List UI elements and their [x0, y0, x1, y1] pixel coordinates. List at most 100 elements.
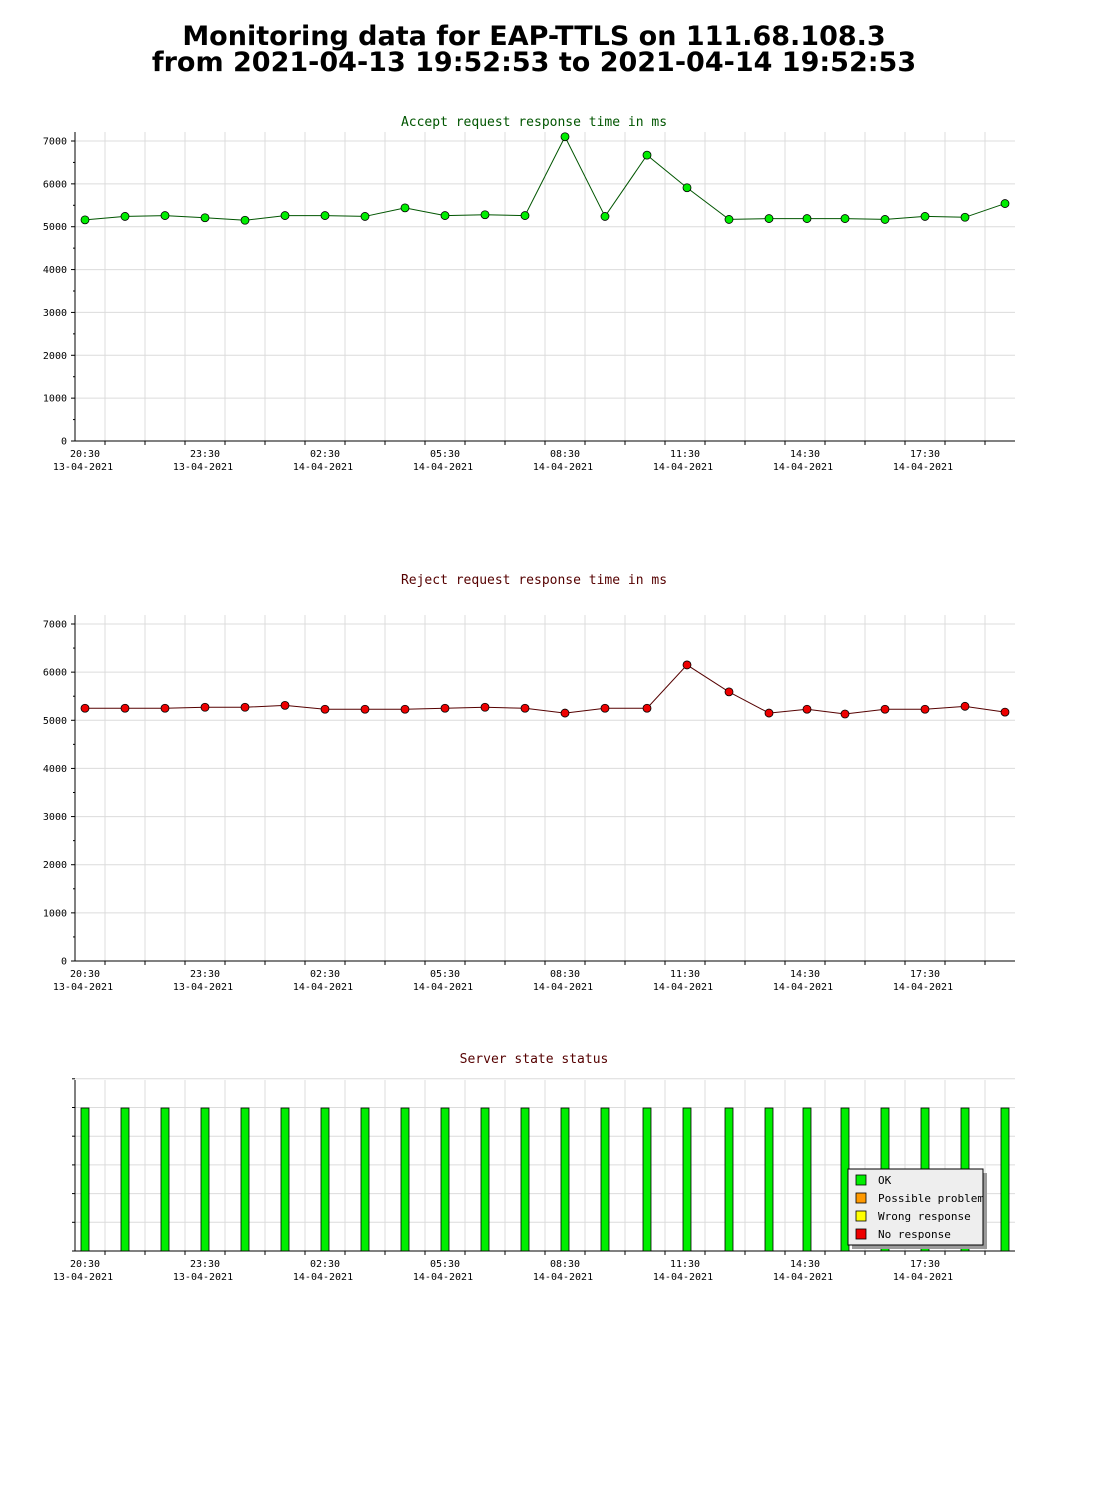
- y-tick-label: 3000: [43, 308, 67, 319]
- status-bar: [682, 1107, 692, 1252]
- x-tick-label-date: 14-04-2021: [533, 982, 593, 993]
- data-point: [960, 212, 970, 222]
- legend-box: [847, 1168, 984, 1246]
- x-tick-label-date: 14-04-2021: [413, 982, 473, 993]
- status-bar: [440, 1107, 450, 1252]
- y-tick-label: 7000: [43, 137, 67, 148]
- x-tick-label-time: 11:30: [670, 449, 700, 460]
- page-title-line2: from 2021-04-13 19:52:53 to 2021-04-14 1…: [151, 47, 917, 78]
- legend: OK Possible problem Wrong response No respo…: [847, 1168, 987, 1249]
- y-tick-label: 1000: [43, 394, 67, 405]
- x-tick-label-date: 14-04-2021: [533, 1272, 593, 1283]
- x-tick-label-date: 14-04-2021: [653, 462, 713, 473]
- data-point: [200, 702, 210, 712]
- data-point: [160, 211, 170, 220]
- legend-swatch: [855, 1192, 867, 1204]
- x-tick-label-date: 14-04-2021: [413, 462, 473, 473]
- x-tick-label-time: 17:30: [910, 969, 940, 980]
- data-point: [560, 708, 570, 718]
- x-tick-label-date: 13-04-2021: [173, 462, 233, 473]
- data-point: [280, 700, 290, 710]
- data-point: [80, 215, 90, 225]
- status-bar: [520, 1107, 530, 1252]
- data-point: [642, 150, 652, 160]
- page-title: Monitoring data for EAP-TTLS on 111.68.1…: [0, 21, 1068, 78]
- data-point: [360, 212, 370, 221]
- x-tick-label-time: 17:30: [910, 449, 940, 460]
- data-point: [80, 703, 90, 713]
- chart-title: Server state status: [460, 1052, 609, 1067]
- status-bar: [642, 1107, 652, 1252]
- legend-label: Possible problem: [878, 1192, 984, 1205]
- data-point: [880, 215, 890, 224]
- legend-label: No response: [878, 1228, 951, 1241]
- data-point: [240, 215, 250, 225]
- data-point: [320, 211, 330, 220]
- chart-3: Server state status 20:30 13-04-2021 23:30 1…: [53, 1052, 1015, 1283]
- x-tick-label-date: 14-04-2021: [893, 1272, 953, 1283]
- y-tick-label: 4000: [43, 265, 67, 276]
- y-tick-label: 4000: [43, 764, 67, 775]
- x-tick-label-time: 14:30: [790, 1259, 820, 1270]
- legend-label: Wrong response: [878, 1210, 971, 1223]
- series-line: [85, 664, 1006, 715]
- x-tick-label-date: 13-04-2021: [53, 1272, 113, 1283]
- chart-2: Reject request response time in ms 0 1000 2…: [43, 573, 1015, 993]
- x-tick-label-date: 14-04-2021: [893, 982, 953, 993]
- x-tick-label-date: 14-04-2021: [653, 1272, 713, 1283]
- x-tick-label-time: 23:30: [190, 969, 220, 980]
- x-tick-label-date: 14-04-2021: [773, 1272, 833, 1283]
- x-tick-label-time: 14:30: [790, 449, 820, 460]
- data-point: [802, 214, 812, 223]
- data-point: [682, 660, 692, 670]
- data-point: [560, 132, 570, 142]
- status-bar: [1000, 1107, 1010, 1252]
- x-tick-label-time: 11:30: [670, 1259, 700, 1270]
- x-tick-label-date: 13-04-2021: [173, 1272, 233, 1283]
- data-point: [1000, 707, 1010, 717]
- x-tick-label-time: 08:30: [550, 1259, 580, 1270]
- y-tick-label: 6000: [43, 668, 67, 679]
- y-tick-label: 1000: [43, 908, 67, 919]
- status-bar: [480, 1107, 490, 1252]
- y-tick-label: 2000: [43, 860, 67, 871]
- status-bar: [724, 1107, 734, 1252]
- data-point: [400, 704, 410, 714]
- page-title-line1: Monitoring data for EAP-TTLS on 111.68.1…: [182, 21, 886, 52]
- data-point: [520, 703, 530, 713]
- x-tick-label-time: 11:30: [670, 969, 700, 980]
- data-point: [440, 211, 450, 220]
- chart-title: Accept request response time in ms: [401, 115, 667, 130]
- data-point: [642, 703, 652, 713]
- x-tick-label-time: 23:30: [190, 1259, 220, 1270]
- status-bar: [160, 1107, 170, 1252]
- status-bar: [320, 1107, 330, 1252]
- legend-swatch: [855, 1210, 867, 1222]
- data-point: [764, 708, 774, 718]
- y-tick-label: 3000: [43, 812, 67, 823]
- x-tick-label-time: 14:30: [790, 969, 820, 980]
- legend-swatch: [855, 1174, 867, 1186]
- status-bar: [360, 1107, 370, 1252]
- data-point: [920, 704, 930, 714]
- x-tick-label-time: 05:30: [430, 449, 460, 460]
- x-tick-label-date: 14-04-2021: [773, 982, 833, 993]
- data-point: [960, 701, 970, 711]
- status-bar: [280, 1107, 290, 1252]
- data-point: [480, 210, 490, 220]
- y-tick-label: 6000: [43, 179, 67, 190]
- status-bar: [200, 1107, 210, 1252]
- data-point: [600, 212, 610, 221]
- y-tick-label: 5000: [43, 222, 67, 233]
- data-point: [320, 704, 330, 714]
- x-tick-label-time: 02:30: [310, 969, 340, 980]
- x-tick-label-date: 14-04-2021: [893, 462, 953, 473]
- x-tick-label-time: 20:30: [70, 449, 100, 460]
- x-tick-label-time: 17:30: [910, 1259, 940, 1270]
- data-point: [440, 703, 450, 713]
- data-point: [480, 702, 490, 712]
- data-point: [764, 214, 774, 223]
- data-point: [1000, 199, 1010, 208]
- status-bar: [400, 1107, 410, 1252]
